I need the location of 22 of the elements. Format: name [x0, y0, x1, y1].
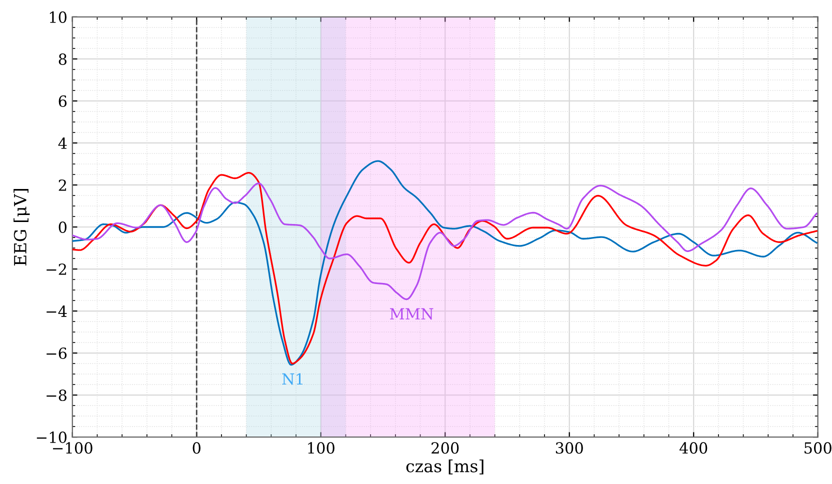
y-tick-label: −4 — [46, 305, 67, 317]
x-tick-label: 100 — [308, 442, 334, 454]
annotation: N1 — [282, 373, 302, 385]
x-tick-label: 400 — [680, 442, 708, 454]
y-tick-label: −8 — [46, 390, 66, 402]
x-axis-title: czas [ms] — [406, 459, 484, 474]
y-tick-label: 2 — [58, 179, 66, 191]
y-tick-label: −10 — [36, 432, 67, 444]
y-tick-label: 8 — [58, 53, 66, 65]
x-tick-label: 200 — [432, 442, 459, 454]
y-tick-label: 4 — [58, 137, 67, 149]
y-tick-label: −6 — [46, 347, 67, 360]
x-tick-label: 500 — [804, 442, 832, 454]
x-tick-label: 300 — [556, 442, 583, 454]
x-tick-label: −100 — [53, 442, 92, 454]
y-tick-label: −2 — [46, 263, 66, 275]
annotation: MMN — [390, 308, 434, 320]
y-tick-label: 10 — [50, 11, 67, 23]
x-tick-label: 0 — [192, 442, 200, 454]
y-tick-label: 0 — [58, 221, 67, 234]
y-axis-title: EEG [μV] — [14, 189, 30, 266]
y-tick-label: 6 — [58, 95, 67, 107]
